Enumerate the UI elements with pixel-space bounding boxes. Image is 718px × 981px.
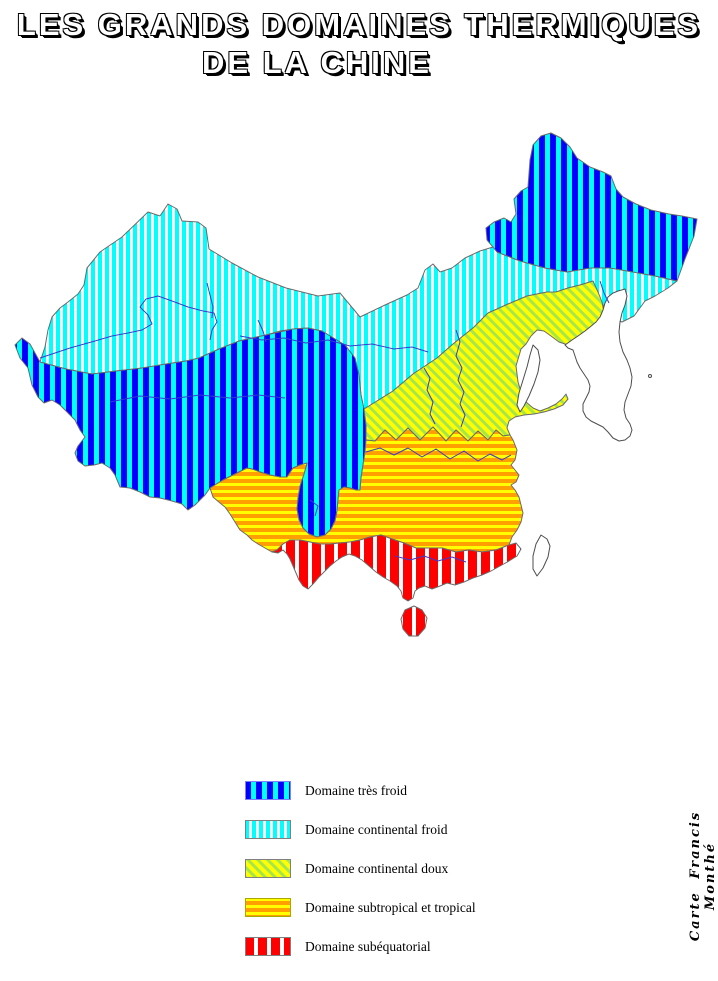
province-line bbox=[599, 280, 610, 304]
legend-item-continental-froid: Domaine continental froid bbox=[245, 820, 476, 839]
title-line-2: DE LA CHINE bbox=[202, 45, 432, 80]
legend-swatch-subequatorial-icon bbox=[245, 937, 291, 956]
legend-label: Domaine subtropical et tropical bbox=[305, 899, 476, 915]
page-title: LES GRANDS DOMAINES THERMIQUES DE LA CHI… bbox=[0, 6, 718, 82]
province-line bbox=[455, 329, 466, 428]
legend-label: Domaine continental froid bbox=[305, 821, 448, 837]
province-line bbox=[257, 319, 267, 343]
legend-swatch-continental-doux-icon bbox=[245, 859, 291, 878]
province-line bbox=[423, 367, 436, 425]
title-line-1: LES GRANDS DOMAINES THERMIQUES bbox=[16, 7, 702, 42]
province-line bbox=[109, 394, 286, 403]
legend-label: Domaine continental doux bbox=[305, 860, 449, 876]
legend-item-subtropical: Domaine subtropical et tropical bbox=[245, 898, 476, 917]
outline-liaodong bbox=[516, 344, 541, 413]
province-line bbox=[365, 447, 512, 462]
province-boundaries bbox=[39, 280, 610, 563]
map-credit: Carte Francis Monthé bbox=[688, 810, 718, 942]
region-hainan-subequatorial bbox=[400, 605, 428, 637]
region-domaine-subequatorial bbox=[271, 534, 522, 602]
province-line bbox=[239, 335, 429, 353]
legend-swatch-continental-froid-icon bbox=[245, 820, 291, 839]
legend-label: Domaine subéquatorial bbox=[305, 938, 431, 954]
legend: Domaine très froid Domaine continental f… bbox=[245, 781, 476, 976]
legend-item-continental-doux: Domaine continental doux bbox=[245, 859, 476, 878]
legend-swatch-subtropical-icon bbox=[245, 898, 291, 917]
legend-label: Domaine très froid bbox=[305, 782, 407, 798]
legend-swatch-tres-froid-icon bbox=[245, 781, 291, 800]
province-line bbox=[394, 555, 467, 563]
province-line bbox=[309, 499, 319, 517]
legend-item-subequatorial: Domaine subéquatorial bbox=[245, 937, 476, 956]
outline-ilot bbox=[648, 374, 652, 378]
outline-coree bbox=[564, 288, 633, 442]
province-line bbox=[39, 295, 218, 359]
province-line bbox=[206, 282, 214, 319]
outline-taiwan bbox=[532, 534, 551, 577]
legend-item-tres-froid: Domaine très froid bbox=[245, 781, 476, 800]
region-domaine-tres-froid-nord-est bbox=[485, 132, 698, 282]
